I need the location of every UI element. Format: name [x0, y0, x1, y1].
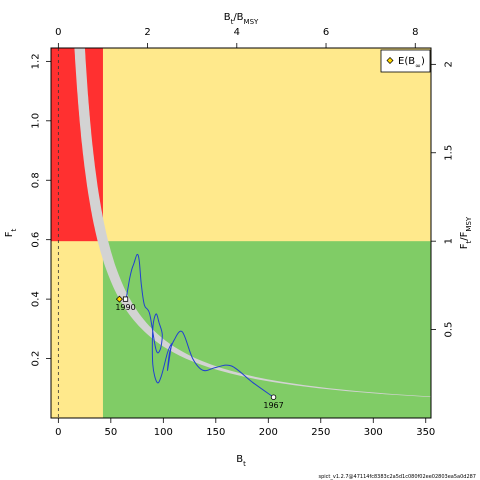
- legend-label: E(B∞): [398, 56, 425, 70]
- x-tick-label: 100: [154, 427, 173, 438]
- top-axis-label: Bt/BMSY: [224, 12, 259, 26]
- x-tick-label: 250: [311, 427, 330, 438]
- y-tick-label: 0.4: [31, 291, 42, 307]
- end-year-label: 1990: [115, 303, 135, 312]
- zone-green: [102, 241, 431, 418]
- x-tick-label: 150: [206, 427, 225, 438]
- y-tick-label: 0.8: [31, 172, 42, 188]
- end-point: [122, 296, 129, 302]
- right-tick-label: 0.5: [444, 322, 455, 338]
- right-tick-label: 2: [444, 61, 455, 67]
- top-tick-label: 4: [234, 27, 240, 38]
- top-tick-label: 0: [55, 27, 61, 38]
- top-tick-label: 6: [323, 27, 329, 38]
- x-axis-label: Bt: [236, 454, 246, 468]
- y-tick-label: 0.6: [31, 232, 42, 248]
- top-tick-label: 8: [412, 27, 418, 38]
- y-tick-label: 1.2: [31, 53, 42, 69]
- x-tick-label: 200: [259, 427, 278, 438]
- start-year-label: 1967: [263, 401, 283, 410]
- start-point: [270, 394, 277, 400]
- right-tick-label: 1: [444, 238, 455, 244]
- x-tick-label: 350: [416, 427, 435, 438]
- legend-box: [380, 49, 431, 73]
- plot-area: [51, 48, 431, 418]
- trajectory-line: [125, 253, 274, 398]
- y-tick-label: 1.0: [31, 113, 42, 129]
- equilibrium-point: [115, 295, 123, 303]
- plot-frame: [50, 47, 432, 419]
- x-tick-label: 300: [364, 427, 383, 438]
- right-axis-label: Ft/FMSY: [459, 216, 473, 249]
- y-tick-label: 0.2: [31, 351, 42, 367]
- x-tick-label: 0: [55, 427, 61, 438]
- y-axis-label: Ft: [4, 228, 18, 237]
- top-tick-label: 2: [144, 27, 150, 38]
- right-tick-label: 1.5: [444, 145, 455, 161]
- version-footer: spict_v1.2.7@47114fc8383c2a5d1c080f02ee0…: [319, 474, 477, 480]
- legend-diamond-icon: [386, 57, 394, 64]
- x-tick-label: 50: [104, 427, 117, 438]
- legend: E(B∞): [380, 49, 431, 73]
